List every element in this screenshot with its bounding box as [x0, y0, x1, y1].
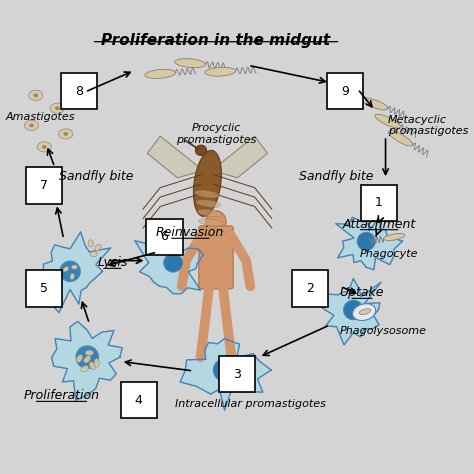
Ellipse shape	[83, 356, 91, 363]
Text: 4: 4	[135, 393, 143, 407]
Text: Metacyclic
promastigotes: Metacyclic promastigotes	[388, 115, 468, 136]
Text: 5: 5	[40, 282, 48, 295]
Ellipse shape	[63, 266, 69, 272]
Ellipse shape	[28, 90, 43, 100]
Ellipse shape	[50, 103, 64, 113]
Text: 6: 6	[161, 230, 168, 244]
Text: 7: 7	[40, 179, 48, 192]
Ellipse shape	[60, 261, 80, 282]
Ellipse shape	[59, 129, 73, 139]
FancyBboxPatch shape	[361, 185, 397, 221]
FancyBboxPatch shape	[219, 356, 255, 392]
Text: Intracellular promastigotes: Intracellular promastigotes	[175, 400, 326, 410]
FancyBboxPatch shape	[292, 271, 328, 307]
Text: Amastigotes: Amastigotes	[5, 112, 75, 122]
Ellipse shape	[85, 350, 94, 356]
Text: Sandfly bite: Sandfly bite	[299, 171, 374, 183]
FancyBboxPatch shape	[199, 226, 233, 289]
Polygon shape	[180, 338, 271, 410]
Ellipse shape	[70, 273, 74, 280]
Ellipse shape	[88, 240, 93, 247]
Polygon shape	[311, 279, 381, 345]
Text: Proliferation: Proliferation	[24, 389, 100, 402]
Text: Lysis: Lysis	[98, 256, 128, 269]
Ellipse shape	[359, 309, 371, 315]
Text: Phagolysosome: Phagolysosome	[339, 327, 426, 337]
Polygon shape	[336, 204, 402, 270]
Ellipse shape	[175, 59, 206, 68]
Ellipse shape	[388, 130, 413, 146]
Text: Procyclic
promastigotes: Procyclic promastigotes	[176, 123, 256, 145]
FancyBboxPatch shape	[121, 382, 157, 418]
Ellipse shape	[76, 355, 83, 363]
Ellipse shape	[164, 254, 182, 272]
Ellipse shape	[199, 219, 223, 226]
Polygon shape	[135, 228, 203, 294]
Ellipse shape	[197, 209, 222, 217]
Ellipse shape	[81, 365, 89, 372]
Ellipse shape	[353, 304, 376, 320]
Ellipse shape	[375, 114, 401, 128]
Text: Reinvasion: Reinvasion	[156, 226, 224, 239]
Ellipse shape	[42, 145, 46, 149]
Ellipse shape	[196, 200, 220, 207]
Ellipse shape	[213, 359, 236, 381]
Ellipse shape	[195, 190, 219, 198]
Ellipse shape	[344, 300, 363, 320]
Ellipse shape	[357, 232, 375, 250]
Ellipse shape	[34, 93, 38, 97]
Ellipse shape	[24, 120, 38, 130]
Ellipse shape	[383, 234, 405, 240]
Ellipse shape	[90, 252, 97, 257]
Ellipse shape	[205, 67, 236, 76]
Ellipse shape	[145, 69, 175, 78]
Polygon shape	[37, 232, 111, 313]
Ellipse shape	[64, 132, 68, 136]
Ellipse shape	[362, 98, 388, 110]
Ellipse shape	[71, 265, 78, 269]
Ellipse shape	[195, 145, 207, 155]
FancyBboxPatch shape	[26, 271, 63, 307]
Text: 8: 8	[75, 84, 82, 98]
FancyBboxPatch shape	[146, 219, 182, 255]
Ellipse shape	[226, 369, 238, 374]
Text: 1: 1	[375, 196, 383, 209]
Text: Uptake: Uptake	[340, 286, 384, 299]
Ellipse shape	[193, 150, 221, 216]
Ellipse shape	[94, 358, 100, 367]
FancyBboxPatch shape	[26, 167, 63, 203]
Ellipse shape	[55, 106, 59, 110]
Ellipse shape	[200, 228, 225, 236]
Text: Proliferation in the midgut: Proliferation in the midgut	[101, 33, 330, 48]
Ellipse shape	[95, 245, 101, 251]
Text: 3: 3	[234, 368, 241, 381]
Ellipse shape	[89, 362, 96, 370]
Ellipse shape	[219, 364, 243, 381]
Text: Attachment: Attachment	[343, 218, 416, 231]
Ellipse shape	[29, 124, 34, 127]
Polygon shape	[52, 321, 122, 401]
Text: Phagocyte: Phagocyte	[359, 249, 418, 259]
Ellipse shape	[76, 346, 99, 368]
FancyBboxPatch shape	[327, 73, 363, 109]
Text: Sandfly bite: Sandfly bite	[59, 171, 133, 183]
Polygon shape	[147, 136, 203, 178]
FancyBboxPatch shape	[61, 73, 97, 109]
Polygon shape	[212, 136, 267, 178]
Text: 2: 2	[307, 282, 314, 295]
Ellipse shape	[206, 211, 226, 233]
Text: 9: 9	[341, 84, 349, 98]
Ellipse shape	[37, 142, 51, 152]
